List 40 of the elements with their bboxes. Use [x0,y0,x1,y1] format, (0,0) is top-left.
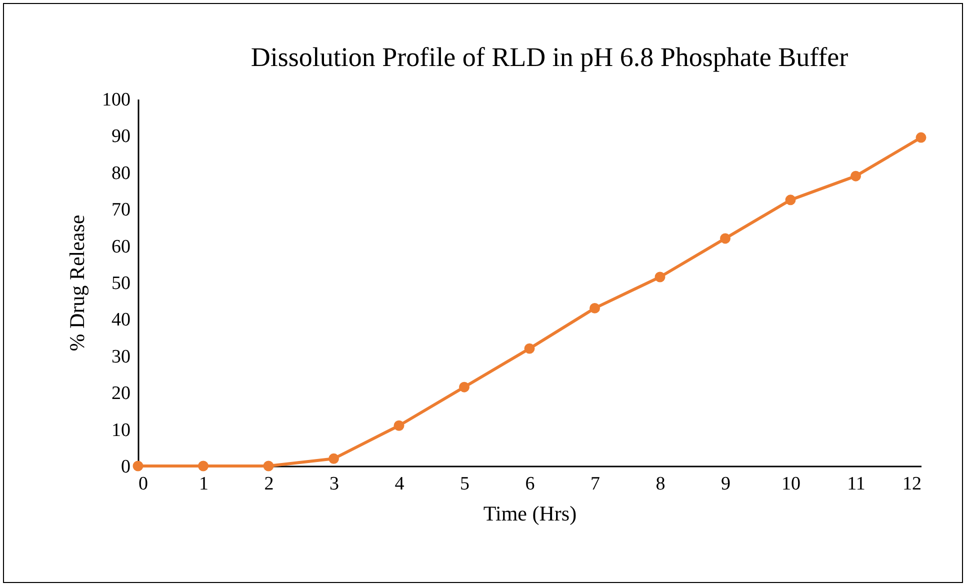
x-tick-label: 7 [590,474,600,494]
y-tick-label: 90 [112,126,130,148]
y-tick-label: 40 [112,310,130,331]
point [590,302,600,314]
x-tick-label: 0 [138,474,148,494]
point [328,453,339,464]
point [916,132,926,143]
point [524,343,535,354]
x-tick-label: 4 [394,474,405,494]
x-tick-label: 3 [330,474,339,494]
y-tick-label: 10 [112,420,130,441]
y-tick-label: 100 [102,90,130,110]
point [459,382,470,392]
y-tick-label: 50 [112,273,130,294]
point [394,420,404,431]
y-tick-label: 0 [121,456,130,478]
x-tick-label: 6 [525,474,535,494]
point [850,170,861,182]
y-tick-label: 30 [112,346,130,368]
y-tick-label: 80 [112,162,130,184]
x-tick-label: 5 [460,474,470,494]
x-tick-label: 9 [721,474,730,494]
x-tick-label: 11 [847,474,866,494]
point [263,460,274,472]
point [132,460,144,472]
chart-title: Dissolution Profile of RLD in pH 6.8 Phosphate Buffer [250,42,848,72]
x-tick-label: 12 [902,474,922,494]
x-tick-label: 2 [264,474,274,494]
point [198,460,208,472]
y-tick-label: 60 [112,236,130,258]
y-axis-title: % Drug Release [65,214,89,352]
y-tick-label: 70 [112,200,130,221]
x-axis-title: Time (Hrs) [483,502,577,526]
point [785,194,796,206]
point [720,233,730,244]
x-tick-label: 8 [656,474,666,494]
y-tick-label: 20 [112,383,130,404]
x-tick-label: 10 [782,474,800,494]
x-tick-label: 1 [199,474,208,494]
point [654,272,666,282]
